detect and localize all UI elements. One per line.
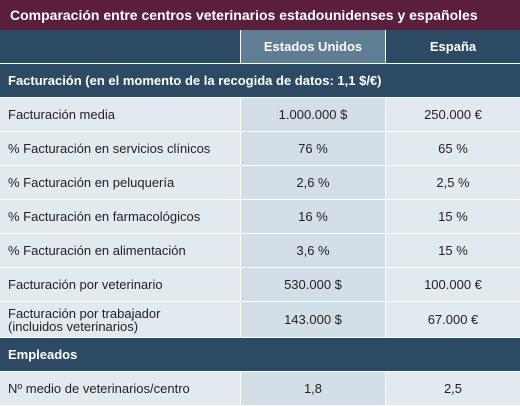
table-body: Facturación (en el momento de la recogid… xyxy=(0,64,520,406)
table-row: Facturación por trabajador (incluidos ve… xyxy=(0,302,520,338)
cell-value: 67.000 € xyxy=(385,302,520,337)
row-label: Facturación por veterinario xyxy=(0,268,240,301)
cell-value: 2,6 % xyxy=(240,166,385,199)
cell-value: 76 % xyxy=(240,132,385,165)
column-header: España xyxy=(385,30,520,63)
table-row: Facturación por veterinario 530.000 $100.… xyxy=(0,268,520,302)
row-label: Facturación por trabajador (incluidos ve… xyxy=(0,302,240,337)
row-label: % Facturación en servicios clínicos xyxy=(0,132,240,165)
table-title: Comparación entre centros veterinarios e… xyxy=(0,0,520,30)
row-label: % Facturación en farmacológicos xyxy=(0,200,240,233)
cell-value: 16 % xyxy=(240,200,385,233)
header-row: Estados Unidos España xyxy=(0,30,520,64)
table-row: Nº medio de veterinarios/centro 1,8 2,5 xyxy=(0,372,520,406)
cell-value: 100.000 € xyxy=(385,268,520,301)
table-row: % Facturación en peluquería 2,6 % 2,5 % xyxy=(0,166,520,200)
cell-value: 15 % xyxy=(385,200,520,233)
cell-value: 1,8 xyxy=(240,372,385,405)
row-label: Nº medio de veterinarios/centro xyxy=(0,372,240,405)
table-row: % Facturación en servicios clínicos 76 % 6… xyxy=(0,132,520,166)
header-blank xyxy=(0,30,240,63)
table-row: % Facturación en alimentación 3,6 % 15 % xyxy=(0,234,520,268)
row-label: % Facturación en peluquería xyxy=(0,166,240,199)
cell-value: 2,5 % xyxy=(385,166,520,199)
cell-value: 65 % xyxy=(385,132,520,165)
row-label: Facturación media xyxy=(0,98,240,131)
cell-value: 2,5 xyxy=(385,372,520,405)
cell-value: 15 % xyxy=(385,234,520,267)
column-header: Estados Unidos xyxy=(240,30,385,63)
cell-value: 143.000 $ xyxy=(240,302,385,337)
table-row: % Facturación en farmacológicos 16 % 15 % xyxy=(0,200,520,234)
row-label: % Facturación en alimentación xyxy=(0,234,240,267)
section-header: Empleados xyxy=(0,338,520,372)
cell-value: 530.000 $ xyxy=(240,268,385,301)
cell-value: 250.000 € xyxy=(385,98,520,131)
cell-value: 1.000.000 $ xyxy=(240,98,385,131)
cell-value: 3,6 % xyxy=(240,234,385,267)
table-row: Facturación media 1.000.000 $250.000 € xyxy=(0,98,520,132)
section-header: Facturación (en el momento de la recogid… xyxy=(0,64,520,98)
